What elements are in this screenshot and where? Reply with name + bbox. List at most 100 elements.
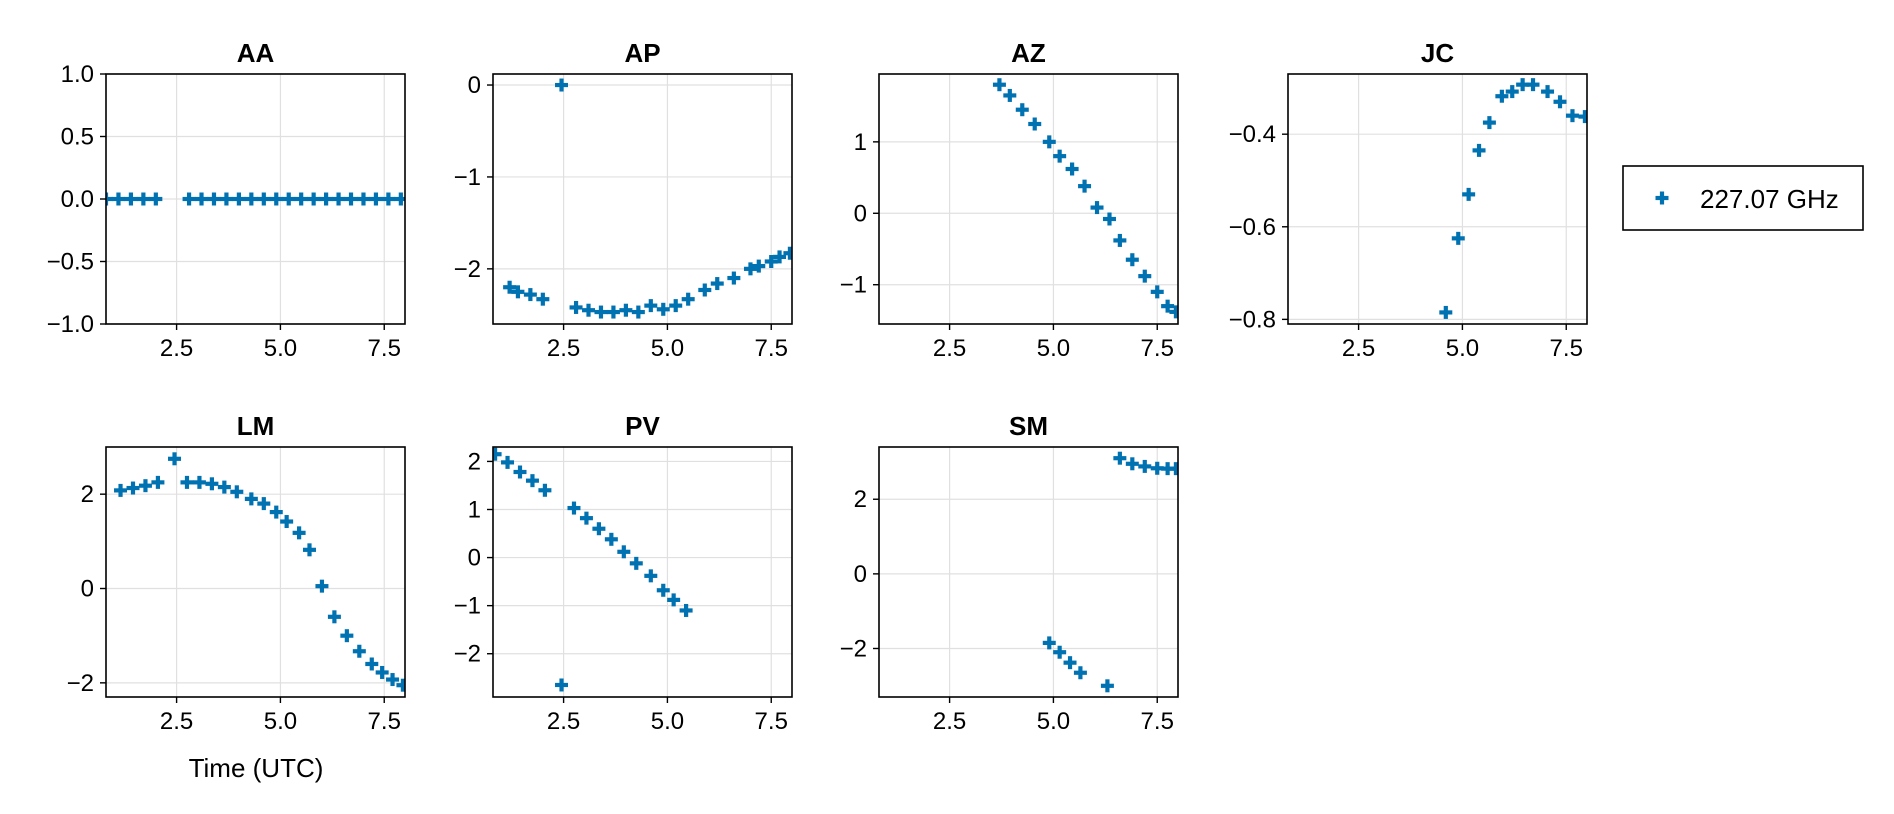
data-point (606, 305, 620, 319)
x-tick-label: 2.5 (933, 335, 966, 362)
data-point (523, 288, 537, 302)
data-point (569, 300, 583, 314)
data-point (727, 271, 741, 285)
y-tick-label: 1 (854, 129, 867, 156)
data-point (136, 192, 150, 206)
data-point (1102, 212, 1116, 226)
data-point (594, 305, 608, 319)
data-point (217, 480, 231, 494)
data-point (1063, 656, 1077, 670)
legend-entry-label: 227.07 GHz (1700, 184, 1839, 214)
plot-frame (878, 73, 1179, 325)
data-point (1015, 103, 1029, 117)
series-points (503, 78, 792, 319)
data-point (656, 583, 670, 597)
data-point (1113, 451, 1127, 465)
series-points (1439, 78, 1587, 319)
x-tick-label: 2.5 (547, 708, 580, 735)
x-tick-label: 7.5 (1550, 335, 1583, 362)
data-point (1125, 457, 1139, 471)
data-point (1003, 88, 1017, 102)
data-point (1113, 233, 1127, 247)
y-tick-label: 0 (854, 561, 867, 588)
y-tick-label: −0.4 (1229, 121, 1276, 148)
x-tick-label: 7.5 (368, 708, 401, 735)
data-point (679, 603, 693, 617)
data-point (764, 255, 778, 268)
y-tick-label: −0.6 (1229, 214, 1276, 241)
x-tick-label: 7.5 (755, 708, 788, 735)
data-point (513, 465, 527, 479)
data-point (327, 610, 341, 624)
y-tick-label: −1 (454, 164, 481, 191)
plot-frame (492, 73, 793, 325)
data-point (1138, 459, 1152, 473)
x-tick-label: 5.0 (651, 335, 684, 362)
data-point (138, 479, 152, 493)
panel-title: LM (237, 411, 275, 441)
x-tick-label: 2.5 (1342, 335, 1375, 362)
data-point (501, 455, 515, 469)
panel-title: PV (625, 411, 660, 441)
data-point (536, 292, 550, 306)
y-tick-label: 0.0 (61, 186, 94, 213)
data-point (257, 497, 271, 511)
data-point (710, 277, 724, 291)
data-point (302, 543, 316, 557)
data-point (1138, 269, 1152, 283)
panel-sm: SM 2.5 5.0 7.5 2 0 −2 (840, 411, 1179, 735)
data-point (1578, 110, 1587, 124)
data-point (592, 522, 606, 536)
data-point (269, 192, 283, 206)
series-points (1042, 451, 1178, 693)
plot-frame (105, 446, 406, 698)
data-point (168, 452, 182, 466)
panel-jc: JC 2.5 5.0 7.5 −0.4 −0.6 −0.8 (1229, 38, 1588, 362)
data-point (315, 579, 329, 593)
data-point (244, 492, 258, 506)
x-tick-label: 5.0 (651, 708, 684, 735)
data-point (681, 292, 695, 306)
data-point (493, 447, 502, 461)
legend-marker (1655, 191, 1669, 205)
data-point (207, 192, 221, 206)
data-point (743, 262, 757, 276)
data-point (1078, 179, 1092, 193)
x-tick-label: 2.5 (547, 335, 580, 362)
data-point (307, 192, 321, 206)
x-tick-label: 2.5 (160, 335, 193, 362)
data-point (992, 78, 1006, 92)
data-point (752, 259, 766, 273)
panel-ap: AP 2.5 5.0 7.5 0 −1 −2 (454, 38, 793, 362)
data-point (294, 192, 308, 206)
data-point (149, 192, 163, 206)
plot-frame (1287, 73, 1588, 325)
x-tick-label: 5.0 (264, 335, 297, 362)
panel-title: JC (1421, 38, 1454, 68)
data-point (365, 657, 379, 671)
series-points (106, 192, 405, 206)
data-point (375, 665, 389, 679)
data-point (698, 283, 712, 297)
data-point (180, 475, 194, 489)
data-point (292, 526, 306, 540)
data-point (1042, 135, 1056, 149)
data-point (1090, 201, 1104, 215)
data-point (344, 192, 358, 206)
y-tick-label: 0 (468, 72, 481, 99)
data-point (1169, 305, 1178, 319)
y-tick-label: 0 (854, 200, 867, 227)
data-point (1125, 253, 1139, 267)
y-tick-label: −0.8 (1229, 306, 1276, 333)
data-point (1028, 117, 1042, 131)
data-point (280, 515, 294, 529)
data-point (195, 192, 209, 206)
x-tick-label: 5.0 (1037, 335, 1070, 362)
data-point (511, 285, 525, 299)
data-point (1451, 231, 1465, 245)
data-point (111, 192, 125, 206)
data-point (555, 78, 569, 92)
data-point (579, 511, 593, 525)
data-point (783, 246, 792, 260)
y-tick-label: −1 (840, 272, 867, 299)
